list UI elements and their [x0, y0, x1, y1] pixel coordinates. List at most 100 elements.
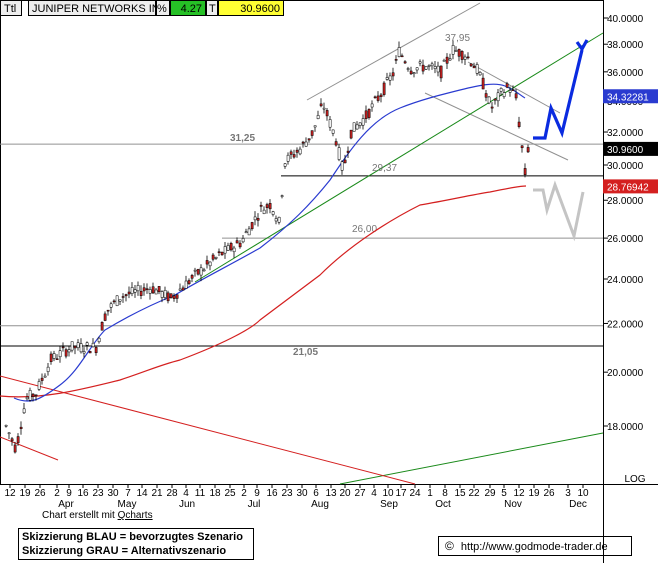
candle-body [142, 287, 146, 292]
candle-body [94, 347, 98, 354]
ma-long-price-box [603, 179, 658, 194]
x-month-label: Oct [435, 499, 451, 510]
candle-body [145, 288, 149, 290]
last-value: 30.9600 [240, 3, 280, 15]
scenario-legend: Skizzierung BLAU = bevorzugtes Szenario … [18, 528, 254, 560]
ma-short-price-box [603, 89, 658, 104]
candle-body [511, 89, 515, 91]
down-channel-lower [424, 92, 569, 161]
candle-body [310, 130, 314, 136]
x-month-label: Sep [380, 499, 398, 510]
candle-body [124, 294, 128, 297]
source-url[interactable]: http://www.godmode-trader.de [460, 541, 608, 553]
candle-body [73, 345, 77, 349]
candle-body [97, 337, 101, 343]
ttl-label: Ttl [4, 3, 17, 15]
candle-body [352, 122, 356, 132]
candle-body [37, 381, 41, 390]
pct-value-cell: 4.27 [170, 0, 206, 16]
candle-body [304, 141, 308, 147]
candle-body [55, 358, 59, 360]
candle-body [475, 64, 479, 74]
x-tick-label: 25 [224, 488, 236, 499]
candle-body [334, 141, 338, 146]
candle-body [283, 163, 287, 167]
x-tick-label: 2 [54, 488, 60, 499]
x-tick-label: 20 [339, 488, 351, 499]
candle-body [481, 77, 485, 90]
candle-body [10, 438, 14, 442]
candle-body [436, 65, 440, 73]
candle-body [499, 88, 503, 92]
candle-body [469, 63, 473, 67]
candle-body [253, 216, 257, 221]
y-tick-label: 18.0000 [607, 422, 644, 433]
candle-body [493, 98, 497, 101]
candle-body [43, 375, 47, 378]
x-tick-label: 18 [209, 488, 221, 499]
candle-body [19, 426, 23, 429]
candle-body [202, 269, 206, 272]
candle-body [64, 349, 68, 357]
candle-body [448, 58, 452, 61]
x-tick-label: 21 [151, 488, 163, 499]
candle-body [445, 56, 449, 64]
candlesticks [4, 40, 530, 454]
x-tick-label: 30 [296, 488, 308, 499]
candle-body [295, 149, 299, 153]
candle-body [13, 444, 17, 453]
candle-body [205, 260, 209, 265]
x-tick-label: 12 [513, 488, 525, 499]
y-tick-label: 24.0000 [607, 275, 644, 286]
candle-body [232, 247, 236, 253]
candle-body [238, 242, 242, 248]
candle-body [361, 118, 365, 126]
x-tick-label: 13 [325, 488, 337, 499]
x-tick-label: 4 [371, 488, 377, 499]
candle-body [181, 287, 185, 291]
candle-body [163, 290, 167, 298]
candle-body [211, 254, 215, 260]
x-tick-label: 23 [92, 488, 104, 499]
candle-body [388, 75, 392, 81]
candle-body [22, 408, 26, 414]
candle-body [328, 119, 332, 128]
candle-body [214, 257, 218, 259]
candle-body [487, 96, 491, 104]
x-tick-label: 24 [409, 488, 421, 499]
candle-body [127, 291, 131, 295]
candle-body [526, 147, 530, 153]
candle-body [157, 286, 161, 293]
y-tick-label: 28.0000 [607, 196, 644, 207]
candle-body [337, 147, 341, 160]
candle-body [148, 289, 152, 294]
ma-short-line [13, 83, 526, 402]
candle-body [520, 145, 524, 149]
candle-body [397, 47, 401, 57]
candle-body [58, 350, 62, 358]
candle-body [439, 65, 443, 79]
candle-body [274, 218, 278, 222]
candle-body [301, 141, 305, 144]
candle-body [289, 151, 293, 155]
candle-body [175, 294, 179, 299]
candle-body [106, 309, 110, 312]
candle-body [208, 261, 212, 267]
candle-body [490, 106, 494, 109]
candle-body [91, 342, 95, 348]
candle-body [523, 168, 527, 176]
candle-body [358, 122, 362, 126]
stock-name-cell: JUNIPER NETWORKS INC [28, 0, 156, 16]
x-tick-label: 11 [195, 488, 206, 499]
candle-body [298, 148, 302, 155]
candle-body [4, 425, 8, 427]
y-tick-label: 26.0000 [607, 234, 644, 245]
x-month-label: Jul [248, 499, 261, 510]
x-tick-label: 16 [77, 488, 89, 499]
qcharts-link[interactable]: Qcharts [117, 510, 153, 521]
candle-body [190, 275, 194, 279]
candle-body [172, 295, 176, 299]
credit-prefix: Chart erstellt mit [42, 510, 118, 521]
candle-body [115, 295, 119, 306]
upper-channel-line [306, 2, 481, 101]
